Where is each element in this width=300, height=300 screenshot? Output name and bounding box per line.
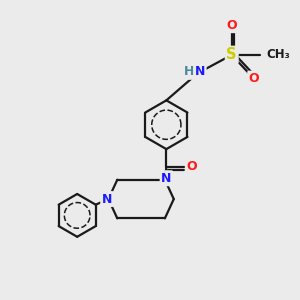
Text: O: O <box>186 160 197 173</box>
Text: O: O <box>249 72 259 85</box>
Text: O: O <box>226 19 237 32</box>
Text: CH₃: CH₃ <box>266 48 290 62</box>
Text: H: H <box>184 65 194 78</box>
Text: S: S <box>226 47 237 62</box>
Text: N: N <box>195 65 205 78</box>
Text: N: N <box>161 172 172 185</box>
Text: N: N <box>102 193 112 206</box>
